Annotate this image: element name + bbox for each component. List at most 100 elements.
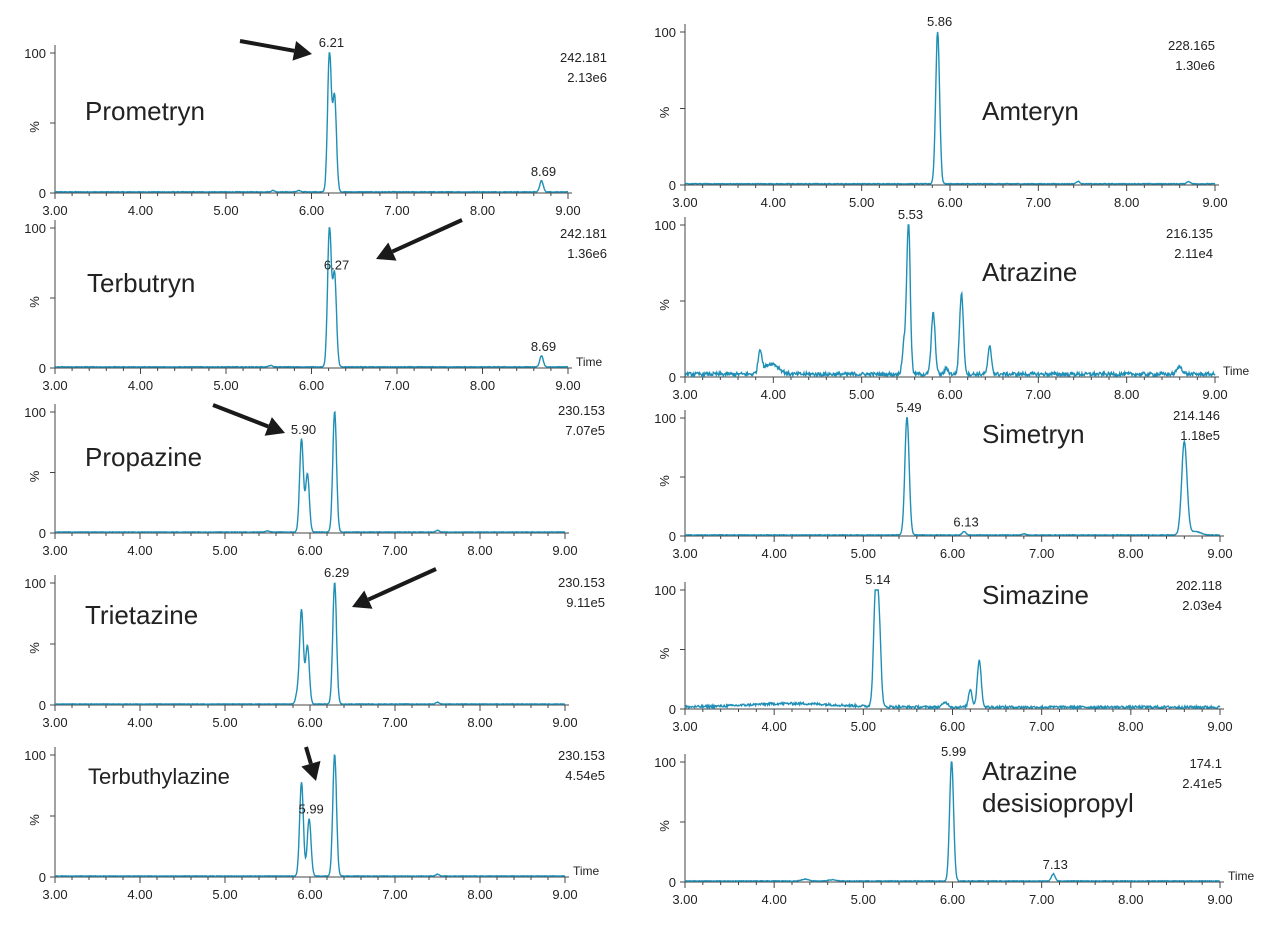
y-tick-label: 100: [654, 755, 676, 770]
x-tick-label: 7.00: [1029, 719, 1054, 734]
x-tick-label: 8.00: [467, 715, 492, 730]
peak-label: 6.29: [324, 565, 349, 580]
compound-name: Trietazine: [85, 600, 198, 630]
arrow-terbuthylazine-head: [301, 760, 321, 781]
peak-label: 6.27: [324, 258, 349, 273]
x-tick-label: 3.00: [42, 203, 67, 218]
y-axis-title: %: [27, 642, 42, 654]
x-tick-label: 9.00: [555, 203, 580, 218]
x-tick-label: 8.00: [467, 543, 492, 558]
x-tick-label: 4.00: [761, 195, 786, 210]
y-tick-label: 0: [669, 529, 676, 544]
peak-label: 5.14: [865, 572, 890, 587]
x-tick-label: 8.00: [470, 378, 495, 393]
compound-name: Terbutryn: [87, 268, 195, 298]
mass-label: 230.153: [558, 748, 605, 763]
x-axis-title: Time: [1228, 869, 1255, 883]
x-tick-label: 6.00: [299, 203, 324, 218]
x-tick-label: 8.00: [470, 203, 495, 218]
x-tick-label: 7.00: [1029, 892, 1054, 907]
x-tick-label: 4.00: [127, 715, 152, 730]
x-tick-label: 7.00: [384, 378, 409, 393]
intensity-label: 2.03e4: [1182, 598, 1222, 613]
peak-label: 8.69: [531, 164, 556, 179]
compound-name: Terbuthylazine: [88, 764, 230, 789]
intensity-label: 9.11e5: [566, 595, 605, 610]
y-tick-label: 100: [654, 411, 676, 426]
chromatogram-amteryn: 0 100% 3.00 4.00 5.00 6.00 7.00 8.00 9.00 5.86 Amt…: [654, 14, 1227, 210]
arrow-terbutryn: [391, 218, 463, 254]
y-axis-title: %: [657, 299, 672, 311]
y-tick-label: 100: [654, 25, 676, 40]
y-tick-label: 0: [39, 361, 46, 376]
mass-label: 230.153: [558, 403, 605, 418]
x-tick-label: 3.00: [672, 892, 697, 907]
x-tick-label: 5.00: [213, 378, 238, 393]
compound-name: Simetryn: [982, 419, 1085, 449]
x-tick-label: 7.00: [1029, 546, 1054, 561]
y-tick-label: 0: [669, 370, 676, 385]
chromatogram-trace: [54, 227, 569, 369]
x-tick-label: 4.00: [128, 378, 153, 393]
chromatogram-trietazine: 0 100% 3.00 4.00 5.00 6.00 7.00 8.00 9.00 6.29 Tri…: [24, 565, 605, 730]
x-tick-label: 9.00: [1202, 387, 1227, 402]
x-tick-label: 4.00: [762, 892, 787, 907]
x-tick-label: 6.00: [297, 543, 322, 558]
x-tick-label: 3.00: [42, 378, 67, 393]
mass-label: 228.165: [1168, 38, 1215, 53]
x-tick-label: 3.00: [672, 387, 697, 402]
compound-name: desisiopropyl: [982, 788, 1134, 818]
x-tick-label: 5.00: [213, 203, 238, 218]
arrow-prometryn-head: [292, 40, 312, 61]
intensity-label: 7.07e5: [565, 423, 605, 438]
y-tick-label: 0: [669, 702, 676, 717]
y-axis-title: %: [27, 121, 42, 133]
x-tick-label: 5.00: [849, 387, 874, 402]
y-tick-label: 0: [39, 186, 46, 201]
y-axis-title: %: [657, 106, 672, 118]
chromatogram-trace: [685, 417, 1221, 537]
x-tick-label: 8.00: [1118, 719, 1143, 734]
x-tick-label: 7.00: [382, 715, 407, 730]
arrow-terbuthylazine: [304, 746, 313, 765]
chromatogram-atrazine-desisiopropyl: 0 100% 3.00 4.00 5.00 6.00 7.00 8.00 9.00 Time 5.9…: [654, 744, 1254, 907]
x-tick-label: 5.00: [851, 546, 876, 561]
chromatogram-trace: [54, 410, 566, 534]
x-tick-label: 5.00: [212, 715, 237, 730]
intensity-label: 1.36e6: [567, 246, 607, 261]
chromatogram-trace: [684, 224, 1216, 379]
chromatogram-terbuthylazine: 0 100% 3.00 4.00 5.00 6.00 7.00 8.00 9.00 Time 5.9…: [24, 747, 605, 902]
mass-label: 230.153: [558, 575, 605, 590]
x-axis-title: Time: [1223, 364, 1250, 378]
annotation-arrows: [212, 39, 463, 781]
y-axis-title: %: [657, 647, 672, 659]
peak-label: 5.99: [298, 802, 323, 817]
y-tick-label: 100: [24, 221, 46, 236]
chromatogram-trace: [54, 52, 569, 194]
x-tick-label: 9.00: [1207, 719, 1232, 734]
chromatogram-atrazine: 0 100% 3.00 4.00 5.00 6.00 7.00 8.00 9.00 Time 5.5…: [654, 207, 1249, 402]
compound-name: Prometryn: [85, 96, 205, 126]
compound-name: Atrazine: [982, 756, 1077, 786]
x-tick-label: 3.00: [672, 546, 697, 561]
peak-label: 5.53: [898, 207, 923, 222]
arrow-trietazine: [367, 567, 437, 602]
y-tick-label: 0: [669, 875, 676, 890]
x-tick-label: 4.00: [128, 203, 153, 218]
intensity-label: 4.54e5: [565, 768, 605, 783]
y-axis-title: %: [657, 475, 672, 487]
x-tick-label: 4.00: [762, 719, 787, 734]
compound-name: Amteryn: [982, 96, 1079, 126]
chromatogram-trace: [54, 582, 566, 706]
x-tick-label: 9.00: [1202, 195, 1227, 210]
x-tick-label: 5.00: [851, 892, 876, 907]
x-tick-label: 7.00: [382, 887, 407, 902]
chromatogram-prometryn: 0 100% 3.00 4.00 5.00 6.00 7.00 8.00 9.00 6.21 8.6…: [24, 35, 607, 218]
x-tick-label: 4.00: [127, 887, 152, 902]
x-axis-title: Time: [576, 355, 603, 369]
x-tick-label: 5.00: [212, 887, 237, 902]
peak-label: 5.99: [941, 744, 966, 759]
y-tick-label: 0: [39, 698, 46, 713]
mass-label: 214.146: [1173, 408, 1220, 423]
